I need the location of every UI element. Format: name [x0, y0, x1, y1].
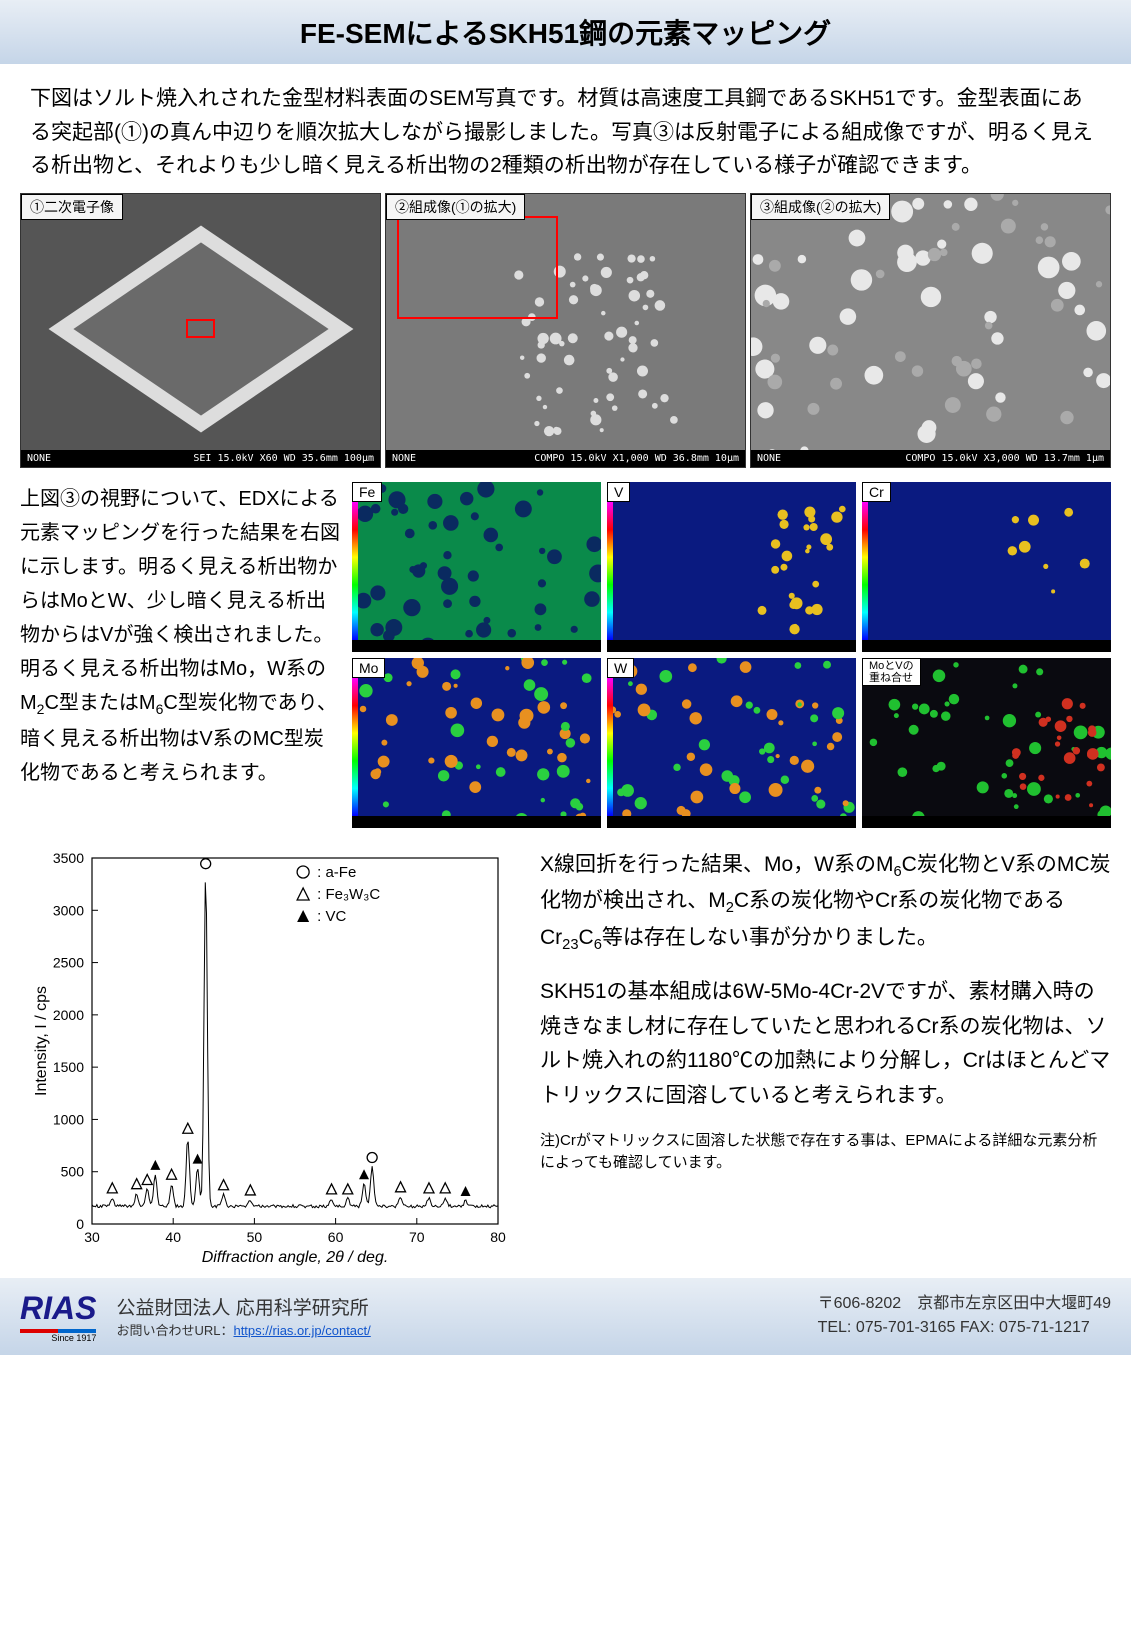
- svg-text:500: 500: [61, 1163, 85, 1179]
- svg-text:3500: 3500: [53, 850, 84, 866]
- svg-text:50: 50: [247, 1229, 263, 1245]
- edx-map-Fe: Fe: [352, 482, 601, 652]
- edx-mapping-grid: FeVCr MoWMoとVの重ね合せ: [352, 482, 1111, 828]
- sem-image-2: ②組成像(①の拡大)NONECOMPO 15.0kV X1,000 WD 36.…: [385, 193, 746, 468]
- svg-text:2000: 2000: [53, 1007, 84, 1023]
- svg-text:: Fe₃W₃C: : Fe₃W₃C: [317, 886, 380, 903]
- intro-paragraph: 下図はソルト焼入れされた金型材料表面のSEM写真です。材質は高速度工具鋼であるS…: [0, 64, 1131, 193]
- sem-image-1: ①二次電子像NONESEI 15.0kV X60 WD 35.6mm 100μm: [20, 193, 381, 468]
- svg-text:Diffraction angle, 2θ / deg.: Diffraction angle, 2θ / deg.: [202, 1249, 389, 1266]
- sem-image-row: ①二次電子像NONESEI 15.0kV X60 WD 35.6mm 100μm…: [0, 193, 1131, 468]
- sem-image-3: ③組成像(②の拡大)NONECOMPO 15.0kV X3,000 WD 13.…: [750, 193, 1111, 468]
- svg-text:2500: 2500: [53, 954, 84, 970]
- edx-map-Mo: Mo: [352, 658, 601, 828]
- svg-text:60: 60: [328, 1229, 344, 1245]
- xrd-para-1: X線回折を行った結果、Mo，W系のM6C炭化物とV系のMC炭化物が検出され、M2…: [540, 848, 1111, 957]
- xrd-para-2: SKH51の基本組成は6W-5Mo-4Cr-2Vですが、素材購入時の焼きなまし材…: [540, 975, 1111, 1114]
- contact-link[interactable]: https://rias.or.jp/contact/: [233, 1323, 370, 1338]
- footer-address: 〒606-8202 京都市左京区田中大堰町49 TEL: 075-701-316…: [818, 1292, 1111, 1340]
- edx-map-Cr: Cr: [862, 482, 1111, 652]
- rias-logo-block: RIAS Since 1917: [20, 1290, 96, 1343]
- svg-text:40: 40: [165, 1229, 181, 1245]
- footer-org: 公益財団法人 応用科学研究所 お問い合わせURL：https://rias.or…: [116, 1293, 797, 1339]
- svg-text:80: 80: [490, 1229, 506, 1245]
- edx-description: 上図③の視野について、EDXによる元素マッピングを行った結果を右図に示します。明…: [20, 482, 340, 828]
- footer: RIAS Since 1917 公益財団法人 応用科学研究所 お問い合わせURL…: [0, 1278, 1131, 1355]
- svg-text:0: 0: [76, 1216, 84, 1232]
- footnote: 注)Crがマトリックスに固溶した状態で存在する事は、EPMAによる詳細な元素分析…: [540, 1130, 1111, 1175]
- xrd-chart-area: 30 40 50 60 70 80 0 500 1000 1500 2000 2500 3000 3500…: [30, 848, 520, 1268]
- svg-text:1500: 1500: [53, 1059, 84, 1075]
- rias-logo: RIAS: [20, 1290, 96, 1327]
- edx-map-W: W: [607, 658, 856, 828]
- svg-text:Intensity, I / cps: Intensity, I / cps: [33, 986, 50, 1096]
- edx-map-MoとVの: MoとVの重ね合せ: [862, 658, 1111, 828]
- svg-text:: a-Fe: : a-Fe: [317, 864, 356, 881]
- svg-text:3000: 3000: [53, 902, 84, 918]
- svg-text:: VC: : VC: [317, 908, 346, 925]
- svg-text:30: 30: [84, 1229, 100, 1245]
- svg-text:70: 70: [409, 1229, 425, 1245]
- page-title: FE-SEMによるSKH51鋼の元素マッピング: [0, 0, 1131, 64]
- rias-since: Since 1917: [20, 1333, 96, 1343]
- xrd-discussion: X線回折を行った結果、Mo，W系のM6C炭化物とV系のMC炭化物が検出され、M2…: [540, 848, 1111, 1268]
- edx-map-V: V: [607, 482, 856, 652]
- svg-text:1000: 1000: [53, 1111, 84, 1127]
